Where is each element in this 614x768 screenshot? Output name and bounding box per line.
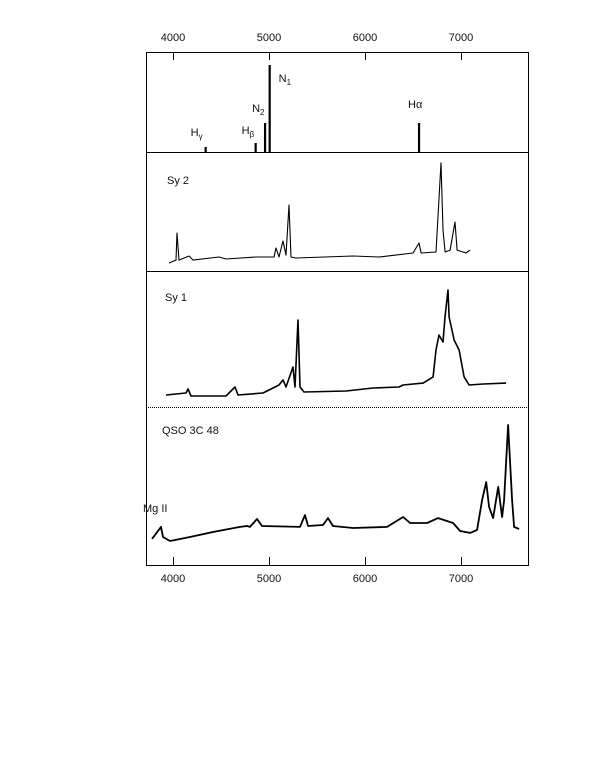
top-tick-label: 6000 bbox=[353, 32, 377, 44]
line-label-main: N bbox=[252, 103, 260, 115]
emission-line-label: N2 bbox=[252, 103, 265, 117]
line-label-main: H bbox=[242, 125, 250, 137]
annotation-mg-ii: Mg II bbox=[143, 503, 167, 515]
top-tick-label: 7000 bbox=[449, 32, 473, 44]
emission-line-label: Hα bbox=[408, 99, 423, 111]
panel-label-sy2: Sy 2 bbox=[167, 175, 189, 187]
line-label-sub: γ bbox=[199, 132, 203, 141]
line-label-sub: β bbox=[250, 130, 255, 139]
line-label-sub: 1 bbox=[287, 78, 292, 87]
line-label-sub: 2 bbox=[260, 108, 265, 117]
spectrum-line-3 bbox=[151, 424, 520, 542]
spectrum-line-2 bbox=[165, 289, 507, 397]
top-tick-label: 5000 bbox=[257, 32, 281, 44]
bottom-tick-label: 7000 bbox=[449, 573, 473, 585]
spectrum-line-1 bbox=[168, 162, 471, 264]
panel-label-sy1: Sy 1 bbox=[165, 292, 187, 304]
emission-line-label: N1 bbox=[279, 73, 292, 87]
emission-line-label: Hβ bbox=[242, 125, 255, 139]
panel-label-qso: QSO 3C 48 bbox=[162, 425, 219, 437]
bottom-tick-label: 6000 bbox=[353, 573, 377, 585]
line-label-main: N bbox=[279, 73, 287, 85]
line-label-main: Hα bbox=[408, 99, 423, 111]
bottom-tick-label: 5000 bbox=[257, 573, 281, 585]
top-tick-label: 4000 bbox=[161, 32, 185, 44]
line-label-main: H bbox=[191, 127, 199, 139]
plot-frame bbox=[146, 52, 529, 566]
emission-line-label: Hγ bbox=[191, 127, 203, 141]
bottom-tick-label: 4000 bbox=[161, 573, 185, 585]
